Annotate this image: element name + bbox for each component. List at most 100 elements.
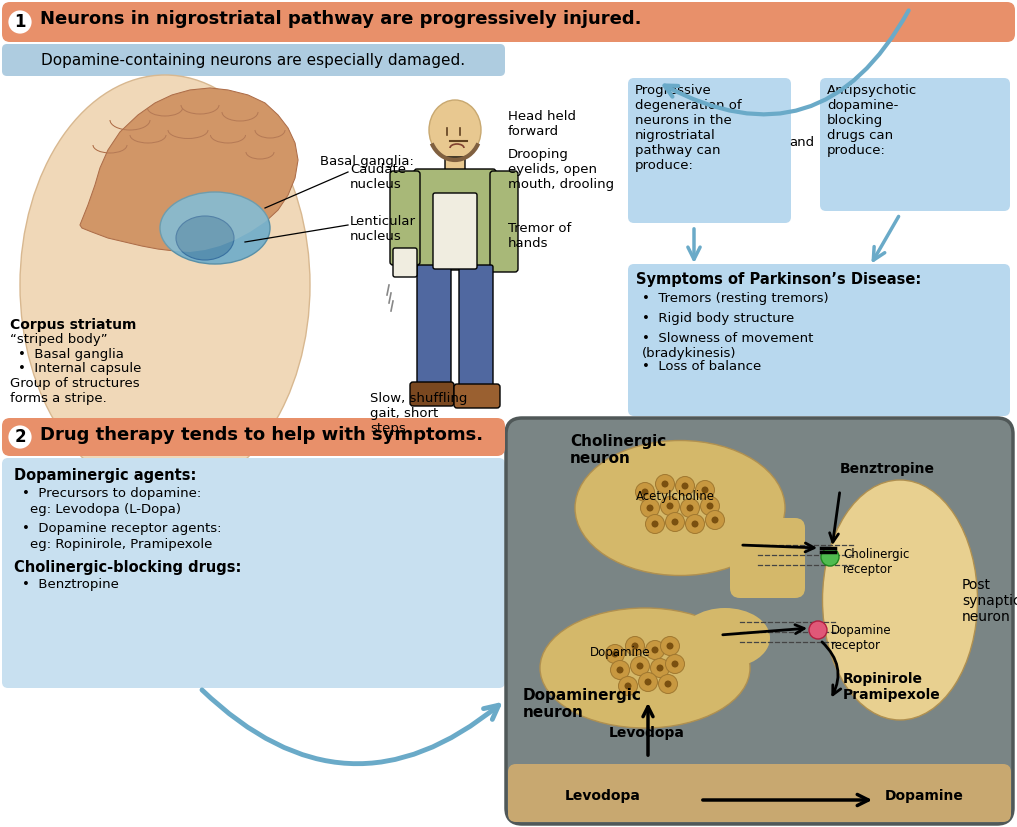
Text: •  Slowness of movement
(bradykinesis): • Slowness of movement (bradykinesis): [642, 332, 814, 360]
FancyBboxPatch shape: [390, 171, 420, 265]
Text: Drooping
eyelids, open
mouth, drooling: Drooping eyelids, open mouth, drooling: [508, 148, 614, 191]
Circle shape: [611, 651, 618, 657]
Circle shape: [685, 514, 705, 533]
Text: Levodopa: Levodopa: [565, 789, 641, 803]
Text: Drug therapy tends to help with symptoms.: Drug therapy tends to help with symptoms…: [40, 426, 483, 444]
Text: Post
synaptic
neuron: Post synaptic neuron: [962, 578, 1017, 624]
Text: Group of structures
forms a stripe.: Group of structures forms a stripe.: [10, 377, 139, 405]
Circle shape: [707, 503, 714, 509]
Text: Cholinergic
receptor: Cholinergic receptor: [843, 548, 909, 576]
Circle shape: [664, 681, 671, 687]
Text: Dopamine: Dopamine: [885, 789, 964, 803]
Text: Benztropine: Benztropine: [840, 462, 935, 476]
Circle shape: [652, 647, 658, 653]
Text: Progressive
degeneration of
neurons in the
nigrostriatal
pathway can
produce:: Progressive degeneration of neurons in t…: [635, 84, 741, 172]
Circle shape: [665, 513, 684, 532]
FancyBboxPatch shape: [2, 458, 505, 688]
Text: 1: 1: [14, 13, 25, 31]
Circle shape: [706, 510, 724, 529]
Circle shape: [701, 496, 719, 515]
Ellipse shape: [429, 100, 481, 160]
Circle shape: [712, 517, 718, 523]
Circle shape: [641, 499, 659, 518]
Circle shape: [660, 637, 679, 656]
Circle shape: [645, 678, 652, 686]
FancyBboxPatch shape: [2, 418, 505, 456]
Text: Head held
forward: Head held forward: [508, 110, 576, 138]
Circle shape: [652, 520, 658, 528]
Polygon shape: [80, 88, 298, 252]
Circle shape: [692, 520, 699, 528]
FancyBboxPatch shape: [2, 44, 505, 419]
Ellipse shape: [575, 441, 785, 576]
Circle shape: [675, 476, 695, 495]
Text: Neurons in nigrostriatal pathway are progressively injured.: Neurons in nigrostriatal pathway are pro…: [40, 10, 642, 28]
Circle shape: [661, 480, 668, 487]
Ellipse shape: [176, 216, 234, 260]
Circle shape: [610, 661, 630, 680]
Text: Dopaminergic
neuron: Dopaminergic neuron: [523, 688, 642, 720]
Text: •  Dopamine receptor agents:: • Dopamine receptor agents:: [22, 522, 222, 535]
FancyBboxPatch shape: [417, 265, 451, 389]
Circle shape: [616, 667, 623, 673]
Circle shape: [7, 9, 33, 35]
Text: eg: Ropinirole, Pramipexole: eg: Ropinirole, Pramipexole: [29, 538, 213, 551]
Circle shape: [809, 621, 827, 639]
Text: “striped body”: “striped body”: [10, 333, 108, 346]
FancyBboxPatch shape: [506, 418, 1013, 824]
FancyBboxPatch shape: [445, 157, 465, 173]
FancyBboxPatch shape: [629, 264, 1010, 416]
Circle shape: [665, 654, 684, 673]
Circle shape: [618, 676, 638, 696]
Text: Antipsychotic
dopamine-
blocking
drugs can
produce:: Antipsychotic dopamine- blocking drugs c…: [827, 84, 917, 157]
Text: •  Rigid body structure: • Rigid body structure: [642, 312, 794, 325]
Circle shape: [666, 503, 673, 509]
Text: Caudate
nucleus: Caudate nucleus: [350, 163, 406, 191]
Circle shape: [605, 644, 624, 663]
Circle shape: [646, 514, 664, 533]
FancyBboxPatch shape: [459, 265, 493, 389]
FancyBboxPatch shape: [508, 764, 1011, 822]
FancyBboxPatch shape: [414, 169, 496, 270]
Circle shape: [646, 640, 664, 659]
Polygon shape: [80, 88, 298, 252]
Text: •  Internal capsule: • Internal capsule: [18, 362, 141, 375]
Ellipse shape: [160, 192, 270, 264]
Text: •  Basal ganglia: • Basal ganglia: [18, 348, 124, 361]
Circle shape: [625, 637, 645, 656]
Ellipse shape: [540, 608, 750, 728]
Text: Symptoms of Parkinson’s Disease:: Symptoms of Parkinson’s Disease:: [636, 272, 921, 287]
Circle shape: [660, 496, 679, 515]
FancyBboxPatch shape: [410, 382, 454, 406]
Text: Dopaminergic agents:: Dopaminergic agents:: [14, 468, 196, 483]
Text: and: and: [789, 136, 815, 150]
FancyBboxPatch shape: [2, 2, 1015, 42]
Circle shape: [636, 482, 655, 501]
Text: Cholinergic-blocking drugs:: Cholinergic-blocking drugs:: [14, 560, 241, 575]
Circle shape: [658, 675, 677, 694]
Circle shape: [639, 672, 658, 691]
Circle shape: [656, 475, 674, 494]
FancyBboxPatch shape: [490, 171, 518, 272]
Circle shape: [702, 486, 709, 494]
FancyBboxPatch shape: [393, 248, 417, 277]
FancyBboxPatch shape: [2, 44, 505, 76]
Text: •  Tremors (resting tremors): • Tremors (resting tremors): [642, 292, 829, 305]
FancyBboxPatch shape: [820, 78, 1010, 211]
FancyBboxPatch shape: [730, 518, 805, 598]
Circle shape: [624, 682, 632, 690]
Circle shape: [637, 662, 644, 670]
Text: 2: 2: [14, 428, 25, 446]
Text: Dopamine
receptor: Dopamine receptor: [831, 624, 892, 652]
Circle shape: [680, 499, 700, 518]
Circle shape: [631, 657, 650, 676]
Circle shape: [7, 424, 33, 450]
Text: Cholinergic
neuron: Cholinergic neuron: [570, 434, 666, 466]
Text: Dopamine-containing neurons are especially damaged.: Dopamine-containing neurons are especial…: [41, 52, 465, 68]
Text: Corpus striatum: Corpus striatum: [10, 318, 136, 332]
Circle shape: [632, 643, 639, 649]
Circle shape: [657, 665, 663, 672]
Text: Basal ganglia:: Basal ganglia:: [320, 155, 414, 168]
Circle shape: [681, 482, 689, 490]
FancyBboxPatch shape: [433, 193, 477, 269]
